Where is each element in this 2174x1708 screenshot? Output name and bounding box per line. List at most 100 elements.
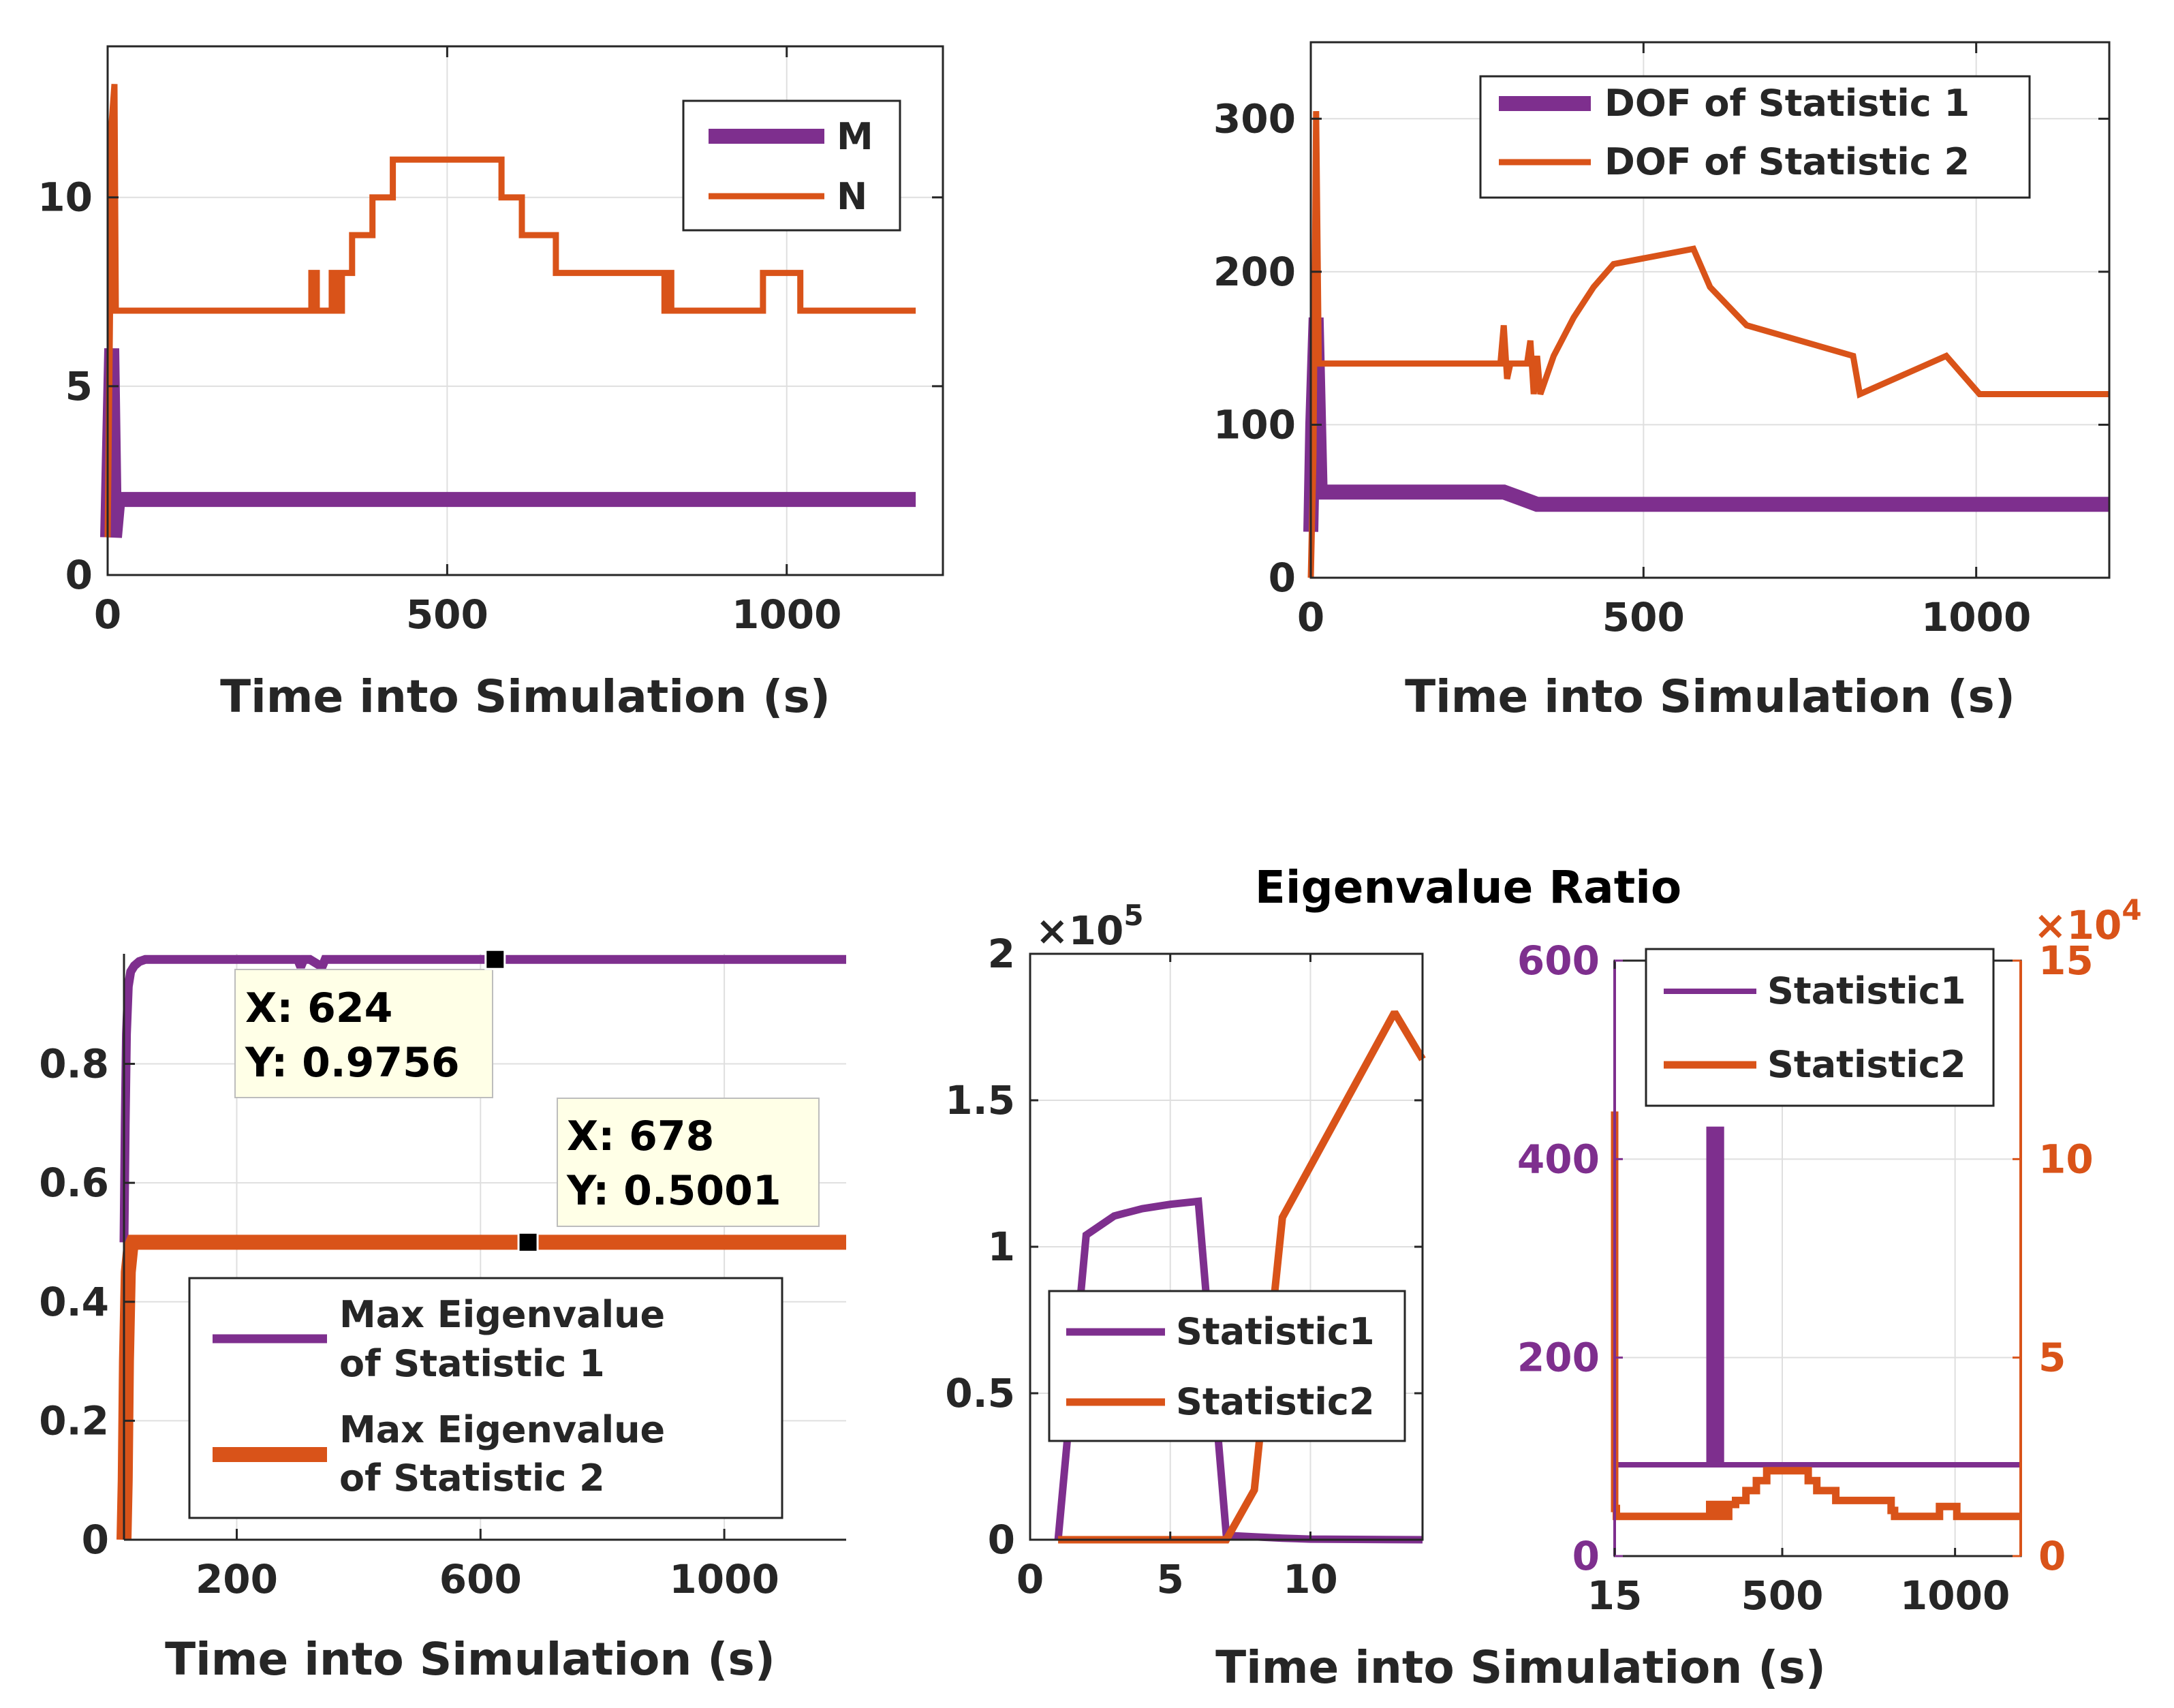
legend-label-dof2: DOF of Statistic 2 bbox=[1604, 140, 1970, 183]
x-axis-label: Time into Simulation (s) bbox=[1405, 670, 2015, 723]
y-tick-label: 0 bbox=[988, 1517, 1015, 1563]
legend-label-stat2: Statistic2 bbox=[1176, 1380, 1375, 1423]
x-tick-label: 15 bbox=[1587, 1572, 1643, 1619]
legend-box bbox=[1645, 948, 1995, 1107]
legend-label-n: N bbox=[837, 175, 867, 218]
legend-label-eig1-line2: of Statistic 1 bbox=[339, 1342, 605, 1385]
x-tick-label: 10 bbox=[1283, 1556, 1338, 1602]
x-tick-label: 500 bbox=[1602, 594, 1685, 640]
legend-box bbox=[188, 1277, 783, 1519]
x-axis-label: Time into Simulation (s) bbox=[220, 670, 830, 723]
x-axis-label: Time into Simulation (s) bbox=[165, 1633, 775, 1686]
x-tick-label: 500 bbox=[1741, 1572, 1823, 1619]
y-tick-label: 300 bbox=[1213, 95, 1296, 142]
y-tick-label: 10 bbox=[37, 174, 93, 221]
legend-label-m: M bbox=[837, 115, 873, 158]
y-right-tick-label: 5 bbox=[2038, 1335, 2066, 1381]
data-tip-1-x: X: 624 bbox=[245, 984, 392, 1032]
legend-label-eig1-line1: Max Eigenvalue bbox=[339, 1293, 665, 1336]
legend-label-eig2-line1: Max Eigenvalue bbox=[339, 1408, 665, 1451]
y-tick-label: 0 bbox=[1269, 555, 1296, 601]
y-right-tick-label: 0 bbox=[2038, 1533, 2066, 1579]
y-tick-label: 0 bbox=[1572, 1533, 1600, 1579]
y-tick-label: 0 bbox=[82, 1517, 109, 1563]
data-tip-1-marker[interactable] bbox=[484, 948, 506, 970]
right-y-multiplier-exponent: 4 bbox=[2122, 893, 2141, 927]
legend-label-eig2-line2: of Statistic 2 bbox=[339, 1457, 605, 1500]
x-tick-label: 600 bbox=[439, 1556, 522, 1602]
ticks: 0 500 1000 0 100 200 300 bbox=[1213, 42, 2109, 640]
legend-label-dof1: DOF of Statistic 1 bbox=[1604, 82, 1970, 125]
legend-label-stat2: Statistic2 bbox=[1767, 1043, 1966, 1086]
y-multiplier-exponent: 5 bbox=[1123, 899, 1143, 932]
series-line-max-eigenvalue-of-statistic-1 bbox=[119, 954, 846, 1243]
y-tick-label: 1 bbox=[988, 1224, 1015, 1270]
y-tick-label: 0.2 bbox=[39, 1397, 109, 1444]
data-tip-1[interactable]: X: 624 Y: 0.9756 bbox=[234, 948, 506, 1098]
series-group bbox=[1303, 111, 2109, 578]
series-line-statistic1 bbox=[1615, 1126, 2021, 1468]
x-tick-label: 0 bbox=[1297, 594, 1324, 640]
y-tick-label: 0 bbox=[65, 552, 93, 598]
y-tick-label: 200 bbox=[1517, 1335, 1600, 1381]
series-group bbox=[117, 954, 846, 1540]
series-line-dof-of-statistic-2 bbox=[1307, 111, 2109, 578]
y-tick-label: 5 bbox=[65, 363, 93, 409]
y-tick-label: 400 bbox=[1517, 1136, 1600, 1182]
data-tips: X: 624 Y: 0.9756 X: 678 Y: 0.5001 bbox=[234, 948, 820, 1253]
ticks: 200 600 1000 0 0.2 0.4 0.6 0.8 bbox=[39, 954, 846, 1602]
x-tick-label: 5 bbox=[1157, 1556, 1184, 1602]
x-tick-label: 1000 bbox=[1921, 594, 2031, 640]
y-tick-label: 0.6 bbox=[39, 1160, 109, 1206]
y-right-tick-label: 15 bbox=[2038, 937, 2094, 984]
y-multiplier-base: ×10 bbox=[1036, 907, 1123, 954]
right-y-multiplier: ×104 bbox=[2034, 893, 2142, 948]
chart-m-n: 0 500 1000 0 5 10 Time into Simulation (s) M … bbox=[37, 45, 944, 723]
y-right-tick-label: 10 bbox=[2038, 1136, 2094, 1182]
legend: M N bbox=[682, 99, 901, 232]
y-tick-label: 2 bbox=[988, 931, 1015, 977]
x-tick-label: 1000 bbox=[732, 591, 841, 638]
legend: DOF of Statistic 1 DOF of Statistic 2 bbox=[1479, 75, 2031, 199]
axes-box bbox=[1309, 41, 2111, 579]
series-line-statistic1 bbox=[1054, 1197, 1423, 1544]
x-tick-label: 200 bbox=[196, 1556, 278, 1602]
ticks: 0 5 10 0 0.5 1 1.5 2 bbox=[945, 931, 1423, 1602]
legend-box bbox=[682, 99, 901, 232]
series-group bbox=[100, 84, 916, 538]
right-y-multiplier-base: ×10 bbox=[2034, 902, 2122, 948]
chart-eigenvalue-ratio-full: 15 500 1000 0 200 400 600 0 5 10 15 ×104 Statistic… bbox=[1517, 893, 2142, 1619]
data-tip-2-marker[interactable] bbox=[517, 1231, 539, 1253]
figure-title: Eigenvalue Ratio bbox=[1255, 861, 1681, 914]
legend-label-stat1: Statistic1 bbox=[1176, 1310, 1375, 1353]
y-tick-label: 200 bbox=[1213, 249, 1296, 295]
chart-max-eigenvalue: 200 600 1000 0 0.2 0.4 0.6 0.8 X: 624 Y: 0.9756… bbox=[39, 948, 846, 1686]
data-tip-2[interactable]: X: 678 Y: 0.5001 bbox=[517, 1098, 820, 1253]
ticks: 0 500 1000 0 5 10 bbox=[37, 46, 943, 638]
y-tick-label: 0.8 bbox=[39, 1041, 109, 1087]
axes-box bbox=[106, 45, 944, 576]
x-tick-label: 1000 bbox=[669, 1556, 779, 1602]
series-group bbox=[1611, 1111, 2021, 1521]
data-tip-2-y: Y: 0.5001 bbox=[566, 1167, 781, 1215]
data-tip-1-y: Y: 0.9756 bbox=[245, 1039, 460, 1087]
ticks: 15 500 1000 0 200 400 600 0 5 10 15 bbox=[1517, 937, 2094, 1619]
legend: Statistic1 Statistic2 bbox=[1048, 1290, 1406, 1442]
legend-label-stat1: Statistic1 bbox=[1767, 969, 1966, 1012]
series-line-max-eigenvalue-of-statistic-2 bbox=[117, 1235, 846, 1540]
legend: Max Eigenvalue of Statistic 1 Max Eigenv… bbox=[188, 1277, 783, 1519]
data-tip-2-box bbox=[557, 1098, 820, 1227]
y-tick-label: 600 bbox=[1517, 937, 1600, 984]
legend-box bbox=[1048, 1290, 1406, 1442]
data-tip-2-x: X: 678 bbox=[567, 1113, 714, 1160]
series-line-n bbox=[104, 84, 916, 538]
y-tick-label: 1.5 bbox=[945, 1077, 1015, 1123]
x-axis-label: Time into Simulation (s) bbox=[1215, 1641, 1826, 1694]
x-tick-label: 500 bbox=[406, 591, 488, 638]
y-multiplier: ×105 bbox=[1036, 899, 1144, 954]
x-tick-label: 0 bbox=[94, 591, 121, 638]
legend: Statistic1 Statistic2 bbox=[1645, 948, 1995, 1107]
y-tick-label: 0.5 bbox=[945, 1370, 1015, 1416]
y-tick-label: 0.4 bbox=[39, 1279, 109, 1325]
